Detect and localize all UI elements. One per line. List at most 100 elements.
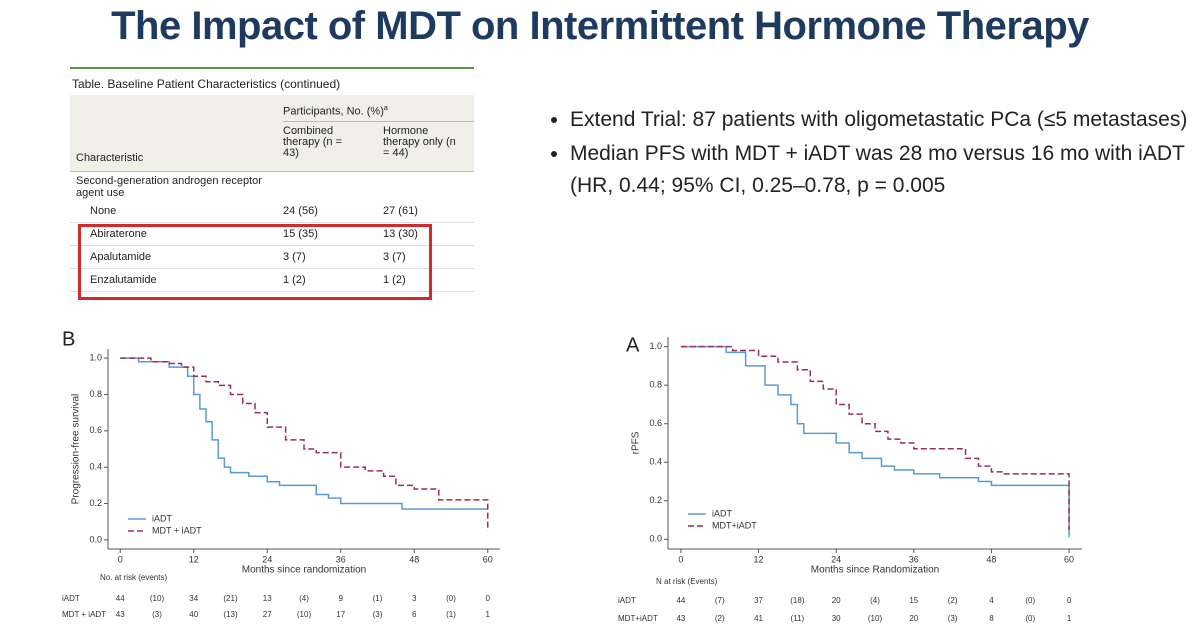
risk-row-label: iADT: [618, 596, 636, 605]
bullet-list: Extend Trial: 87 patients with oligometa…: [548, 104, 1200, 204]
y-tick-label: 0.6: [89, 425, 102, 435]
risk-cell: (1): [373, 594, 383, 603]
x-tick-label: 36: [336, 554, 346, 564]
legend-label: MDT+iADT: [712, 520, 757, 530]
panel-label: B: [62, 328, 75, 350]
x-axis-label: Months since randomization: [242, 565, 367, 576]
risk-cell: (2): [715, 614, 725, 623]
header-rule: [70, 171, 474, 172]
risk-cell: 0: [486, 594, 491, 603]
risk-cell: (3): [152, 610, 162, 619]
y-tick-label: 0.4: [89, 462, 102, 472]
risk-cell: (0): [1025, 596, 1035, 605]
table-cell: 24 (56): [283, 205, 318, 217]
row-label: None: [90, 205, 117, 217]
risk-title: N at risk (Events): [656, 577, 718, 586]
risk-cell: 6: [412, 610, 417, 619]
risk-cell: (4): [299, 594, 309, 603]
risk-cell: 20: [909, 614, 918, 623]
y-tick-label: 0.0: [89, 534, 102, 544]
risk-cell: (1): [446, 610, 456, 619]
risk-cell: 4: [989, 596, 994, 605]
y-tick-label: 0.2: [649, 495, 662, 505]
risk-cell: 37: [754, 596, 763, 605]
legend-label: iADT: [152, 513, 173, 523]
row-rule: [70, 222, 474, 223]
row-rule: [70, 291, 474, 292]
risk-cell: (3): [373, 610, 383, 619]
risk-cell: 41: [754, 614, 763, 623]
risk-cell: 8: [989, 614, 994, 623]
risk-cell: 44: [676, 596, 685, 605]
y-tick-label: 0.2: [89, 498, 102, 508]
risk-cell: (13): [223, 610, 238, 619]
x-tick-label: 24: [262, 554, 272, 564]
risk-cell: (7): [715, 596, 725, 605]
survival-curve: [120, 357, 489, 531]
risk-cell: 15: [909, 596, 918, 605]
highlight-box: [78, 224, 432, 300]
row-rule: [70, 245, 474, 246]
bullet: Extend Trial: 87 patients with oligometa…: [570, 104, 1200, 136]
x-tick-label: 48: [986, 554, 996, 564]
table-cell: 1 (2): [383, 274, 406, 286]
risk-cell: 43: [676, 614, 685, 623]
legend-label: iADT: [712, 508, 733, 518]
risk-cell: 40: [189, 610, 198, 619]
panel-label: A: [626, 334, 640, 356]
table-rule: [70, 67, 474, 69]
y-tick-label: 0.6: [649, 418, 662, 428]
row-label: Enzalutamide: [90, 274, 157, 286]
y-tick-label: 0.8: [89, 389, 102, 399]
table-cell: 15 (35): [283, 228, 318, 240]
x-tick-label: 36: [909, 554, 919, 564]
group-header-note: a: [383, 105, 388, 112]
risk-cell: (0): [1025, 614, 1035, 623]
x-tick-label: 12: [189, 554, 199, 564]
y-axis-label: rPFS: [631, 431, 642, 454]
x-tick-label: 48: [409, 554, 419, 564]
table-cell: 1 (2): [283, 274, 306, 286]
x-tick-label: 0: [678, 554, 683, 564]
x-tick-label: 12: [754, 554, 764, 564]
group-header: Participants, No. (%)a: [283, 105, 388, 118]
risk-cell: 30: [832, 614, 841, 623]
risk-cell: 1: [486, 610, 491, 619]
y-tick-label: 0.0: [649, 534, 662, 544]
row-label: Apalutamide: [90, 251, 152, 263]
risk-cell: (21): [223, 594, 238, 603]
risk-cell: 44: [116, 594, 125, 603]
risk-cell: 17: [336, 610, 345, 619]
bullet: Median PFS with MDT + iADT was 28 mo ver…: [570, 138, 1200, 202]
risk-cell: 3: [412, 594, 417, 603]
risk-cell: 13: [263, 594, 272, 603]
risk-cell: 27: [263, 610, 272, 619]
y-tick-label: 0.8: [649, 380, 662, 390]
section-label: Second-generation androgen receptor agen…: [76, 175, 262, 199]
risk-cell: (4): [870, 596, 880, 605]
y-tick-label: 0.4: [649, 457, 662, 467]
risk-cell: (18): [790, 596, 805, 605]
x-tick-label: 24: [831, 554, 841, 564]
table-cell: 13 (30): [383, 228, 418, 240]
risk-row-label: MDT+iADT: [618, 614, 658, 623]
table-cell: 3 (7): [383, 251, 406, 263]
column-header: Hormone therapy only (n = 44): [383, 125, 456, 159]
risk-cell: (3): [948, 614, 958, 623]
risk-row-label: iADT: [62, 594, 80, 603]
header-rule: [283, 121, 474, 122]
survival-curve: [680, 345, 1070, 538]
column-header: Combined therapy (n = 43): [283, 125, 343, 159]
slide-title: The Impact of MDT on Intermittent Hormon…: [111, 4, 1089, 48]
risk-cell: (10): [150, 594, 165, 603]
legend-label: MDT + iADT: [152, 525, 202, 535]
risk-cell: (11): [791, 614, 805, 623]
risk-title: No. at risk (events): [100, 573, 167, 582]
survival-curve: [120, 357, 488, 510]
x-tick-label: 60: [483, 554, 493, 564]
risk-cell: 34: [189, 594, 198, 603]
table-cell: 3 (7): [283, 251, 306, 263]
y-tick-label: 1.0: [89, 352, 102, 362]
